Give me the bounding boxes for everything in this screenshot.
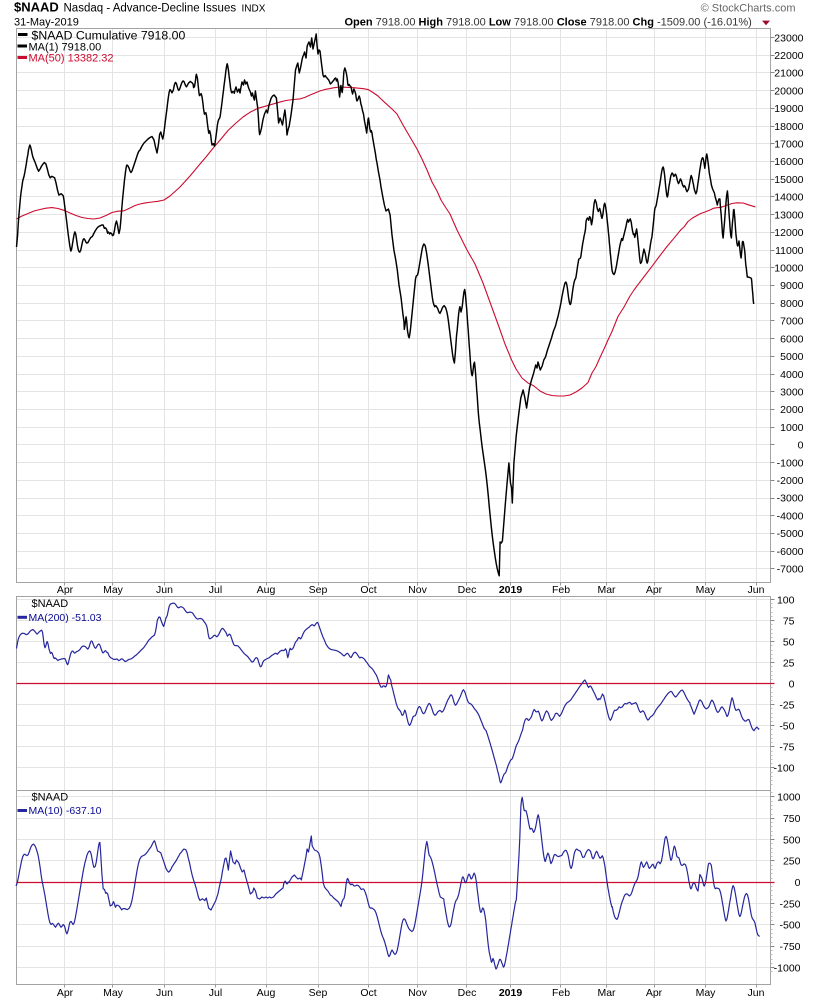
svg-text:-7000: -7000 [777, 564, 804, 576]
svg-text:Mar: Mar [597, 584, 616, 596]
svg-text:$NAAD: $NAAD [14, 0, 59, 15]
svg-text:Jul: Jul [209, 987, 222, 999]
svg-text:May: May [103, 584, 124, 596]
svg-text:0: 0 [789, 678, 795, 690]
svg-text:Nov: Nov [408, 584, 427, 596]
svg-text:4000: 4000 [780, 369, 804, 381]
svg-text:-500: -500 [779, 920, 800, 932]
svg-text:21000: 21000 [774, 68, 803, 80]
svg-text:$NAAD: $NAAD [32, 598, 69, 610]
svg-text:2000: 2000 [780, 404, 804, 416]
svg-text:Sep: Sep [309, 987, 328, 999]
svg-text:Feb: Feb [552, 584, 570, 596]
svg-text:250: 250 [783, 856, 801, 868]
svg-text:MA(10) -637.10: MA(10) -637.10 [29, 805, 102, 817]
svg-text:15000: 15000 [774, 174, 803, 186]
svg-text:Aug: Aug [257, 584, 276, 596]
svg-text:Nov: Nov [408, 987, 427, 999]
svg-text:12000: 12000 [774, 227, 803, 239]
svg-text:Oct: Oct [360, 987, 376, 999]
svg-text:Open 7918.00 High 7918.00 Low: Open 7918.00 High 7918.00 Low 7918.00 Cl… [345, 17, 752, 29]
svg-text:18000: 18000 [774, 121, 803, 133]
svg-text:-1000: -1000 [774, 962, 801, 974]
svg-text:100: 100 [777, 594, 795, 606]
svg-text:MA(50) 13382.32: MA(50) 13382.32 [29, 53, 114, 65]
svg-text:5000: 5000 [780, 351, 804, 363]
svg-text:INDX: INDX [242, 4, 266, 15]
svg-text:-6000: -6000 [777, 546, 804, 558]
svg-text:$NAAD Cumulative 7918.00: $NAAD Cumulative 7918.00 [32, 29, 186, 43]
svg-text:-750: -750 [779, 941, 800, 953]
svg-text:-25: -25 [779, 699, 794, 711]
svg-text:500: 500 [783, 834, 801, 846]
svg-text:MA(1) 7918.00: MA(1) 7918.00 [29, 42, 102, 54]
svg-text:May: May [696, 987, 717, 999]
svg-text:Feb: Feb [552, 987, 570, 999]
svg-text:-100: -100 [773, 763, 794, 775]
svg-text:750: 750 [783, 813, 801, 825]
svg-text:0: 0 [795, 877, 801, 889]
svg-text:16000: 16000 [774, 156, 803, 168]
svg-text:-250: -250 [779, 898, 800, 910]
svg-text:Mar: Mar [597, 987, 616, 999]
svg-text:25: 25 [783, 657, 795, 669]
svg-text:Apr: Apr [646, 987, 663, 999]
svg-text:Oct: Oct [360, 584, 376, 596]
svg-text:Apr: Apr [646, 584, 663, 596]
svg-text:May: May [696, 584, 717, 596]
svg-text:14000: 14000 [774, 192, 803, 204]
svg-text:Jun: Jun [156, 987, 173, 999]
svg-text:9000: 9000 [780, 280, 804, 292]
svg-text:7000: 7000 [780, 316, 804, 328]
svg-text:2019: 2019 [499, 987, 523, 999]
svg-text:Jun: Jun [748, 584, 765, 596]
svg-text:© StockCharts.com: © StockCharts.com [701, 3, 796, 15]
svg-text:Nasdaq - Advance-Decline Issue: Nasdaq - Advance-Decline Issues [64, 3, 237, 15]
svg-text:19000: 19000 [774, 103, 803, 115]
svg-text:1000: 1000 [780, 422, 804, 434]
svg-text:-5000: -5000 [777, 528, 804, 540]
svg-text:75: 75 [783, 615, 795, 627]
svg-text:May: May [103, 987, 124, 999]
svg-text:-4000: -4000 [777, 510, 804, 522]
svg-text:2019: 2019 [499, 584, 523, 596]
svg-text:50: 50 [783, 636, 795, 648]
svg-text:22000: 22000 [774, 50, 803, 62]
svg-text:Jun: Jun [748, 987, 765, 999]
svg-text:$NAAD: $NAAD [32, 792, 69, 804]
svg-text:-75: -75 [779, 742, 794, 754]
svg-text:1000: 1000 [777, 792, 801, 804]
svg-text:-1000: -1000 [777, 457, 804, 469]
svg-text:Dec: Dec [458, 987, 477, 999]
svg-text:0: 0 [798, 440, 804, 452]
svg-text:13000: 13000 [774, 209, 803, 221]
svg-text:17000: 17000 [774, 139, 803, 151]
svg-text:Aug: Aug [257, 987, 276, 999]
svg-text:20000: 20000 [774, 85, 803, 97]
svg-text:Jul: Jul [209, 584, 222, 596]
svg-text:-3000: -3000 [777, 493, 804, 505]
svg-text:11000: 11000 [775, 245, 804, 257]
svg-text:Apr: Apr [57, 584, 74, 596]
svg-text:6000: 6000 [780, 333, 804, 345]
svg-text:Jun: Jun [156, 584, 173, 596]
svg-text:-2000: -2000 [777, 475, 804, 487]
svg-text:-50: -50 [779, 721, 794, 733]
svg-text:8000: 8000 [780, 298, 804, 310]
svg-text:Sep: Sep [309, 584, 328, 596]
svg-text:Dec: Dec [458, 584, 477, 596]
svg-text:23000: 23000 [774, 32, 803, 44]
svg-text:Apr: Apr [57, 987, 74, 999]
svg-text:10000: 10000 [774, 263, 803, 275]
svg-text:MA(200) -51.03: MA(200) -51.03 [29, 612, 102, 624]
svg-text:3000: 3000 [780, 387, 804, 399]
svg-text:31-May-2019: 31-May-2019 [14, 17, 79, 29]
